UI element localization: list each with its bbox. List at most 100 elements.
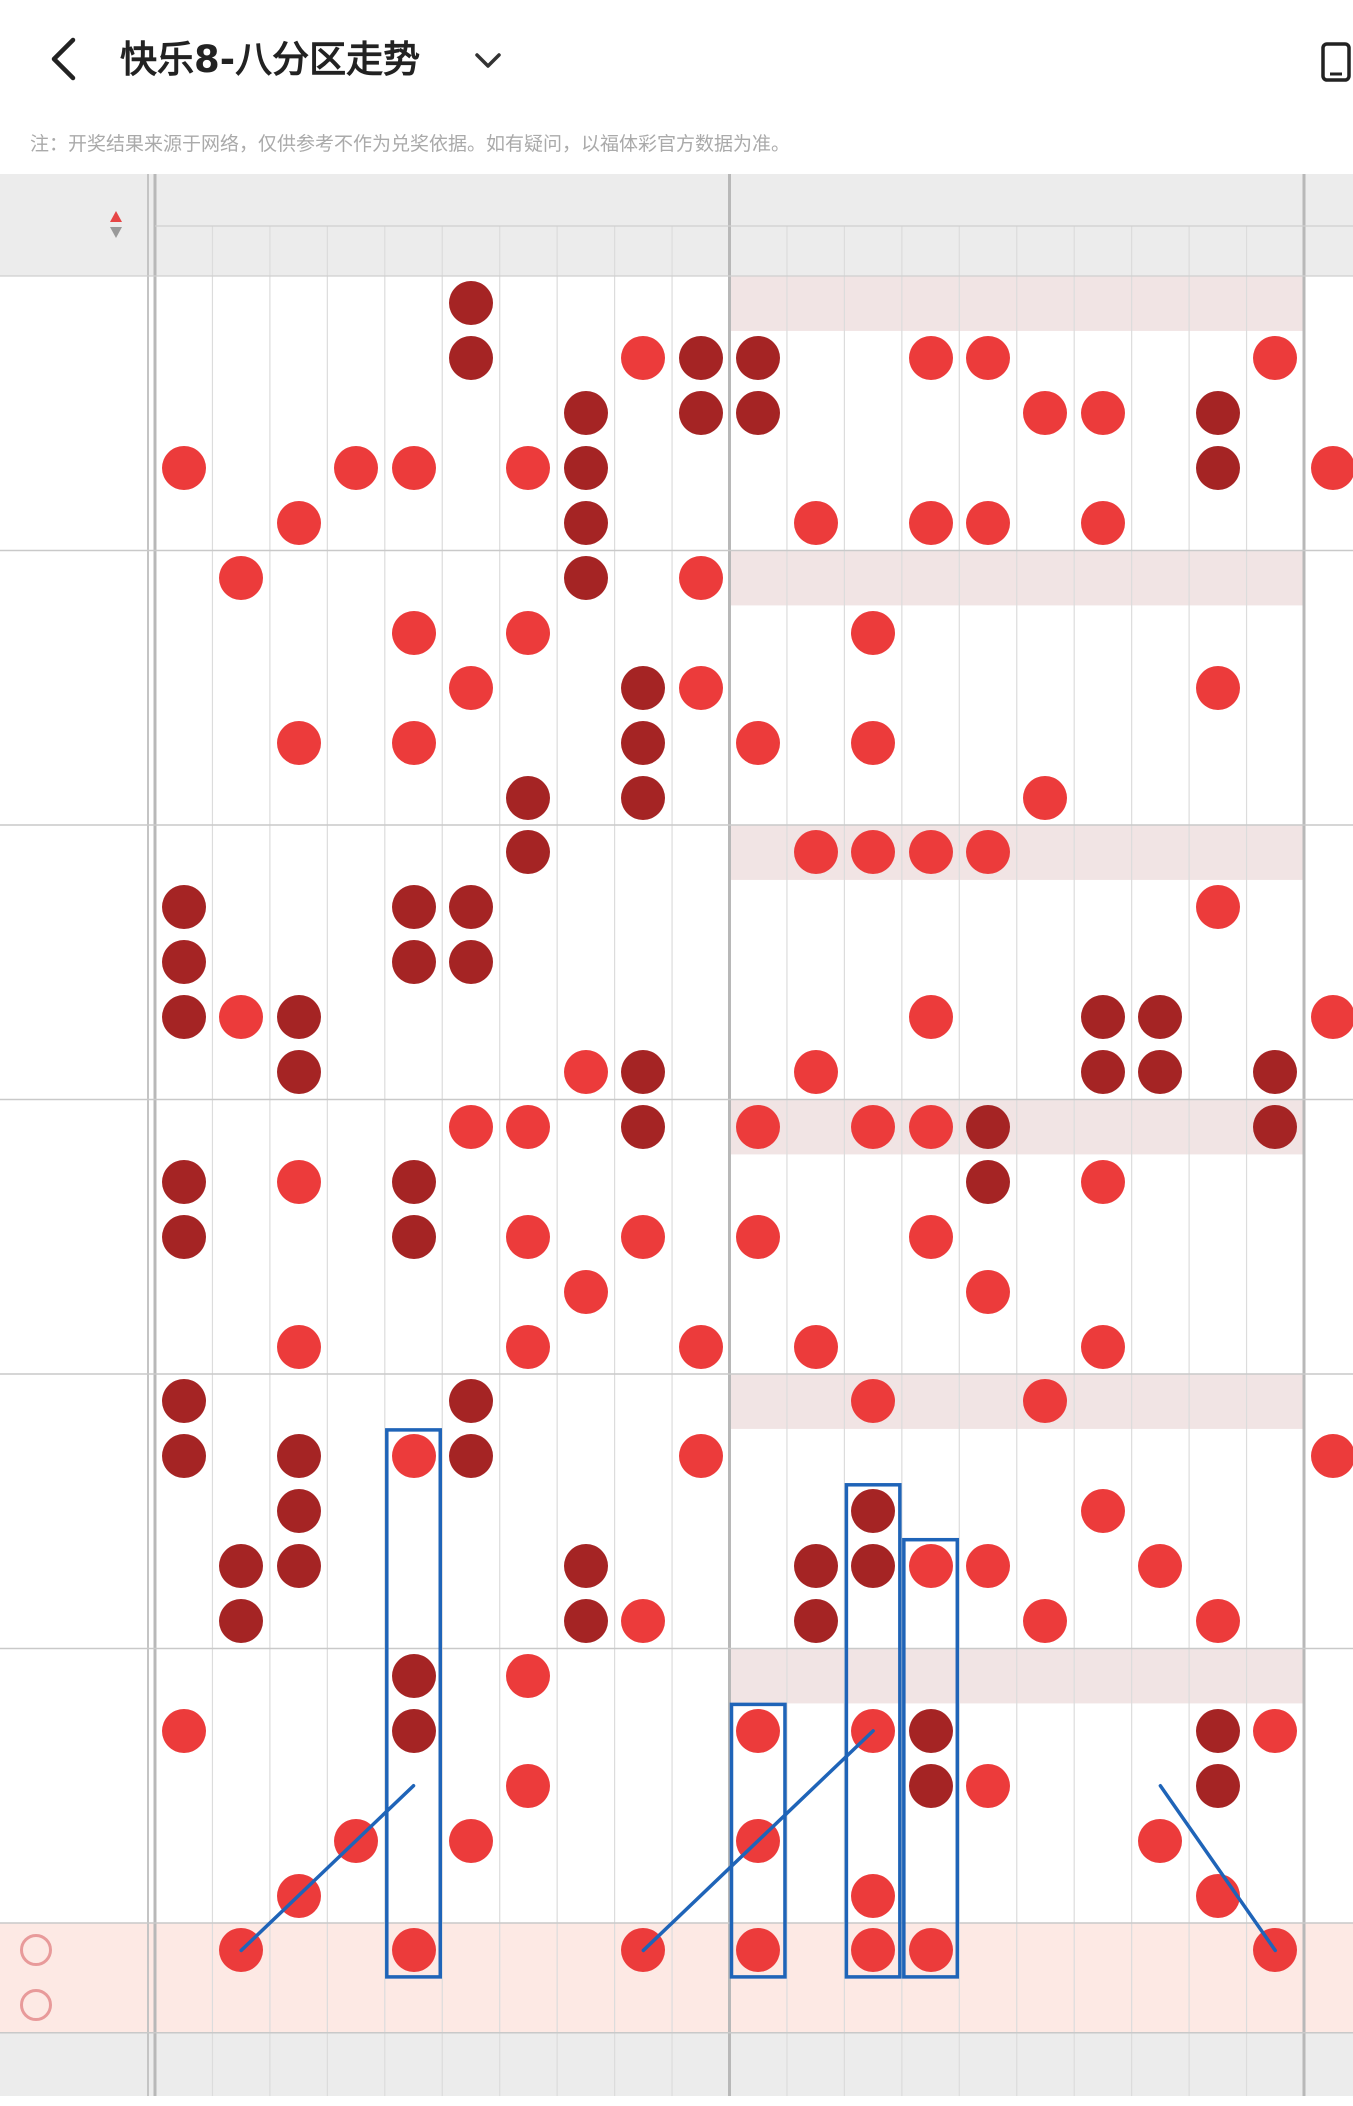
chevron-left-icon[interactable] (40, 34, 90, 84)
drawn-ball (1253, 1104, 1298, 1149)
pick-number[interactable] (730, 1978, 787, 2032)
pick-number[interactable] (1189, 1978, 1246, 2032)
miss-count (270, 331, 327, 385)
pick-number[interactable] (500, 1923, 557, 1977)
period-bg (0, 1758, 155, 1814)
pick-number[interactable] (615, 1978, 672, 2032)
pick-number[interactable] (1304, 1978, 1353, 2032)
miss-count (730, 1045, 787, 1099)
miss-count (902, 1429, 959, 1483)
pick-number[interactable] (327, 1978, 384, 2032)
miss-count (1189, 1813, 1246, 1867)
miss-count (385, 551, 442, 605)
miss-count (844, 1429, 901, 1483)
pick-number[interactable] (500, 1978, 557, 2032)
miss-count (672, 1539, 729, 1593)
period-cell (0, 770, 148, 825)
miss-count (902, 1045, 959, 1099)
drawn-ball (908, 830, 953, 875)
drawn-ball (966, 1763, 1011, 1808)
miss-count (385, 1319, 442, 1373)
pick-number[interactable] (557, 1978, 614, 2032)
select-radio[interactable] (20, 1989, 52, 2022)
drawn-ball (448, 885, 493, 930)
miss-count (327, 386, 384, 440)
pick-number[interactable] (212, 1978, 269, 2032)
pick-number[interactable] (672, 1978, 729, 2032)
miss-count (787, 1154, 844, 1208)
pick-number[interactable] (1074, 1923, 1131, 1977)
drawn-ball (1080, 1489, 1125, 1534)
column-header (212, 226, 269, 276)
pick-number[interactable] (270, 1978, 327, 2032)
pick-number[interactable] (155, 1978, 212, 2032)
zone-footer (155, 2033, 730, 2085)
miss-count (327, 1868, 384, 1922)
pick-number[interactable] (959, 1923, 1016, 1977)
pick-number[interactable] (1017, 1923, 1074, 1977)
pick-number[interactable] (155, 1923, 212, 1977)
pick-number[interactable] (959, 1978, 1016, 2032)
picked-ball[interactable] (391, 1928, 436, 1973)
drawn-ball (506, 1214, 551, 1259)
pick-number[interactable] (672, 1923, 729, 1977)
miss-count (959, 551, 1016, 605)
pick-number[interactable] (1304, 1923, 1353, 1977)
pick-number[interactable] (902, 1978, 959, 2032)
miss-count (730, 1264, 787, 1318)
pick-number[interactable] (1132, 1978, 1189, 2032)
miss-count (615, 1813, 672, 1867)
miss-count (730, 1429, 787, 1483)
pick-number[interactable] (385, 1978, 442, 2032)
miss-count (1304, 1209, 1353, 1263)
miss-count (1074, 1594, 1131, 1648)
chevron-down-icon[interactable] (472, 44, 504, 76)
pick-number[interactable] (787, 1923, 844, 1977)
miss-count (155, 1649, 212, 1703)
pick-number[interactable] (1017, 1978, 1074, 2032)
period-bg (0, 1868, 155, 1923)
miss-count (212, 1813, 269, 1867)
miss-count (959, 1374, 1016, 1428)
pick-number[interactable] (1247, 1978, 1304, 2032)
picked-ball[interactable] (908, 1928, 953, 1973)
drawn-ball (678, 1434, 723, 1479)
drawn-ball (851, 1544, 896, 1589)
drawn-ball (966, 501, 1011, 546)
miss-count (270, 1100, 327, 1154)
miss-count (385, 331, 442, 385)
miss-count (1189, 825, 1246, 879)
pick-number[interactable] (1189, 1923, 1246, 1977)
pick-number[interactable] (442, 1978, 499, 2032)
miss-count (672, 1209, 729, 1263)
zone-footer (730, 2033, 1305, 2085)
miss-count (902, 1319, 959, 1373)
pick-number[interactable] (327, 1923, 384, 1977)
drawn-ball (563, 555, 608, 600)
phone-icon[interactable] (1320, 40, 1353, 84)
period-bg (0, 825, 155, 880)
miss-count (155, 1813, 212, 1867)
miss-count (442, 1649, 499, 1703)
miss-count (959, 1484, 1016, 1538)
pick-number[interactable] (1074, 1978, 1131, 2032)
pick-number[interactable] (1132, 1923, 1189, 1977)
pick-number[interactable] (270, 1923, 327, 1977)
miss-count (385, 1100, 442, 1154)
pick-number[interactable] (557, 1923, 614, 1977)
pick-number[interactable] (442, 1923, 499, 1977)
miss-count (1132, 1868, 1189, 1922)
pick-number[interactable] (787, 1978, 844, 2032)
drawn-ball (1253, 1708, 1298, 1753)
miss-count (212, 1319, 269, 1373)
miss-count (902, 441, 959, 495)
miss-count (1074, 441, 1131, 495)
miss-count (442, 441, 499, 495)
select-radio[interactable] (20, 1934, 52, 1967)
miss-count (270, 551, 327, 605)
drawn-ball (391, 940, 436, 985)
period-bg (0, 1648, 155, 1704)
miss-count (1017, 1868, 1074, 1922)
miss-count (212, 935, 269, 989)
pick-number[interactable] (844, 1978, 901, 2032)
